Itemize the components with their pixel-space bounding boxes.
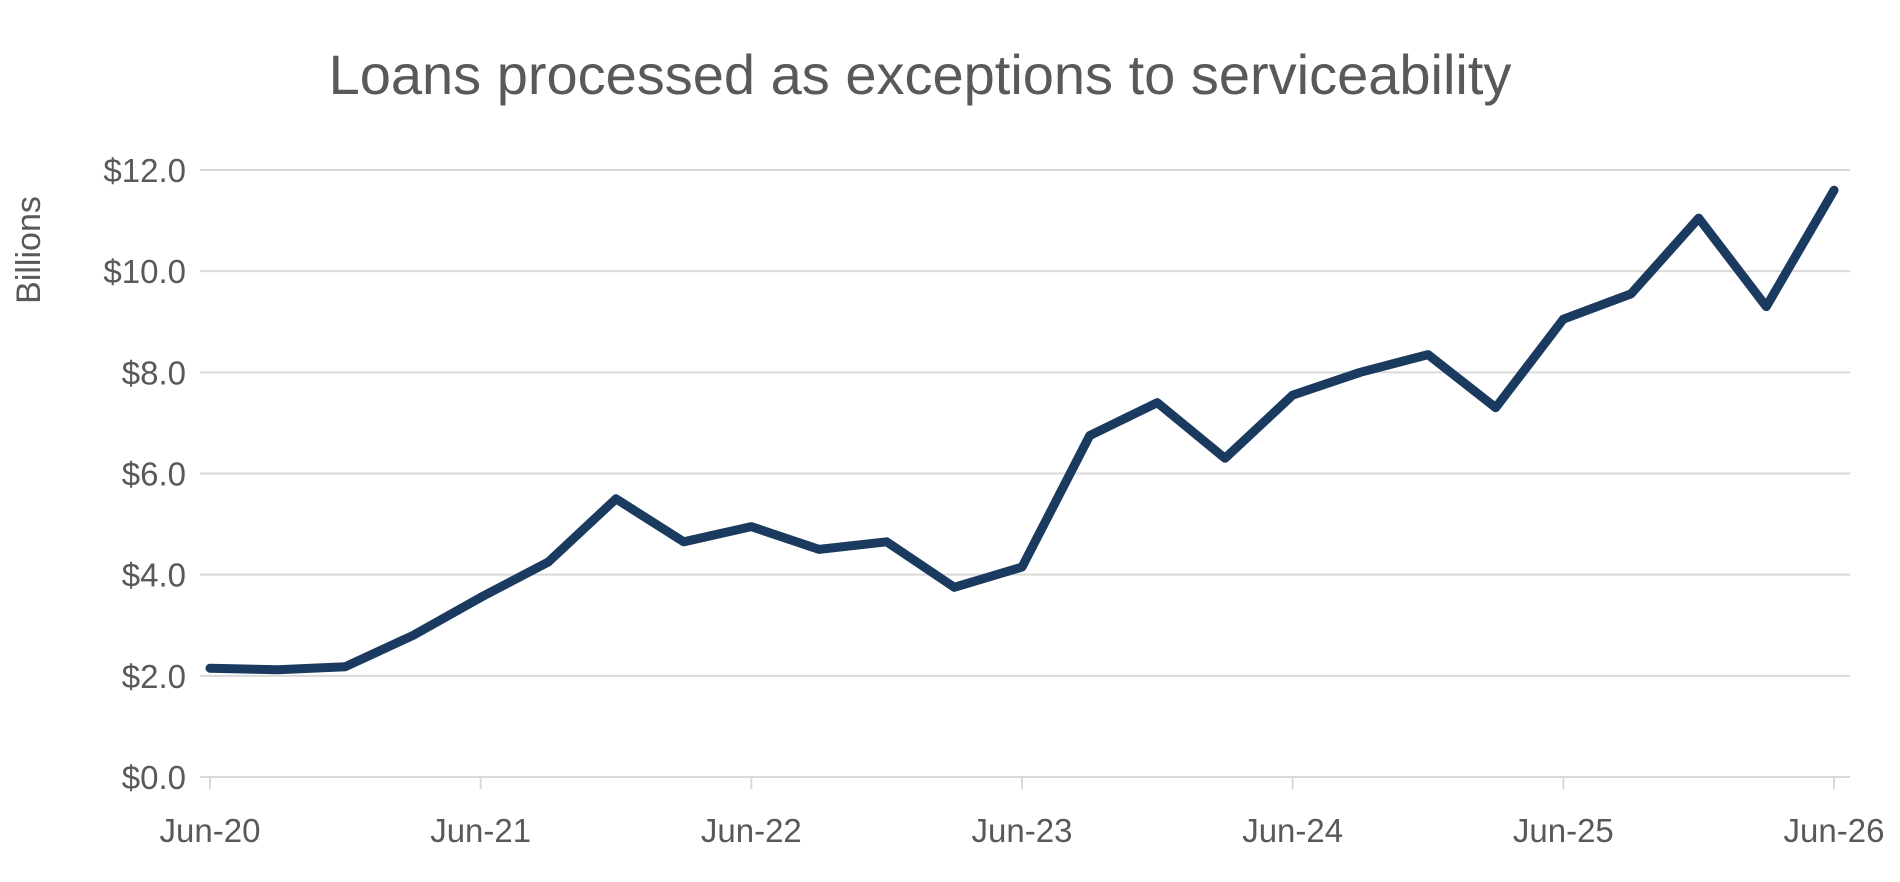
gridlines <box>200 169 1850 677</box>
data-point <box>680 538 688 546</box>
y-tick-label: $12.0 <box>103 152 186 189</box>
data-point <box>1695 214 1703 222</box>
y-tick-label: $0.0 <box>122 759 186 796</box>
chart-title: Loans processed as exceptions to service… <box>329 43 1512 106</box>
x-tick-label: Jun-24 <box>1242 812 1343 849</box>
data-point <box>950 583 958 591</box>
data-point <box>1221 454 1229 462</box>
data-point <box>544 558 552 566</box>
data-point <box>1492 404 1500 412</box>
x-tick-label: Jun-21 <box>430 812 531 849</box>
data-point <box>883 538 891 546</box>
data-point <box>477 593 485 601</box>
y-tick-label: $6.0 <box>122 456 186 493</box>
y-axis-ticks: $0.0 $2.0 $4.0 $6.0 $8.0 $10.0 $12.0 <box>103 152 186 796</box>
y-tick-label: $4.0 <box>122 557 186 594</box>
data-point <box>1627 290 1635 298</box>
data-point <box>1424 351 1432 359</box>
data-point <box>341 663 349 671</box>
data-point <box>815 545 823 553</box>
data-point <box>1086 432 1094 440</box>
x-tick-label: Jun-26 <box>1784 812 1885 849</box>
series-layer <box>205 185 1839 675</box>
series-line <box>205 185 1839 675</box>
x-tick-label: Jun-23 <box>972 812 1073 849</box>
data-point <box>1018 563 1026 571</box>
data-point <box>1153 399 1161 407</box>
y-axis-label: Billions <box>10 196 48 304</box>
data-point <box>747 523 755 531</box>
data-point <box>1830 186 1838 194</box>
data-point <box>1559 315 1567 323</box>
data-point <box>612 495 620 503</box>
x-axis-ticks: Jun-20 Jun-21 Jun-22 Jun-23 Jun-24 Jun-25 Jun-… <box>160 777 1885 849</box>
x-tick-label: Jun-20 <box>160 812 261 849</box>
y-tick-label: $10.0 <box>103 253 186 290</box>
data-point <box>274 666 282 674</box>
data-point <box>409 631 417 639</box>
data-point <box>206 664 214 672</box>
x-tick-label: Jun-25 <box>1513 812 1614 849</box>
data-point <box>1289 391 1297 399</box>
data-point <box>1356 368 1364 376</box>
x-tick-label: Jun-22 <box>701 812 802 849</box>
data-point <box>1762 303 1770 311</box>
y-tick-label: $8.0 <box>122 354 186 391</box>
y-tick-label: $2.0 <box>122 658 186 695</box>
